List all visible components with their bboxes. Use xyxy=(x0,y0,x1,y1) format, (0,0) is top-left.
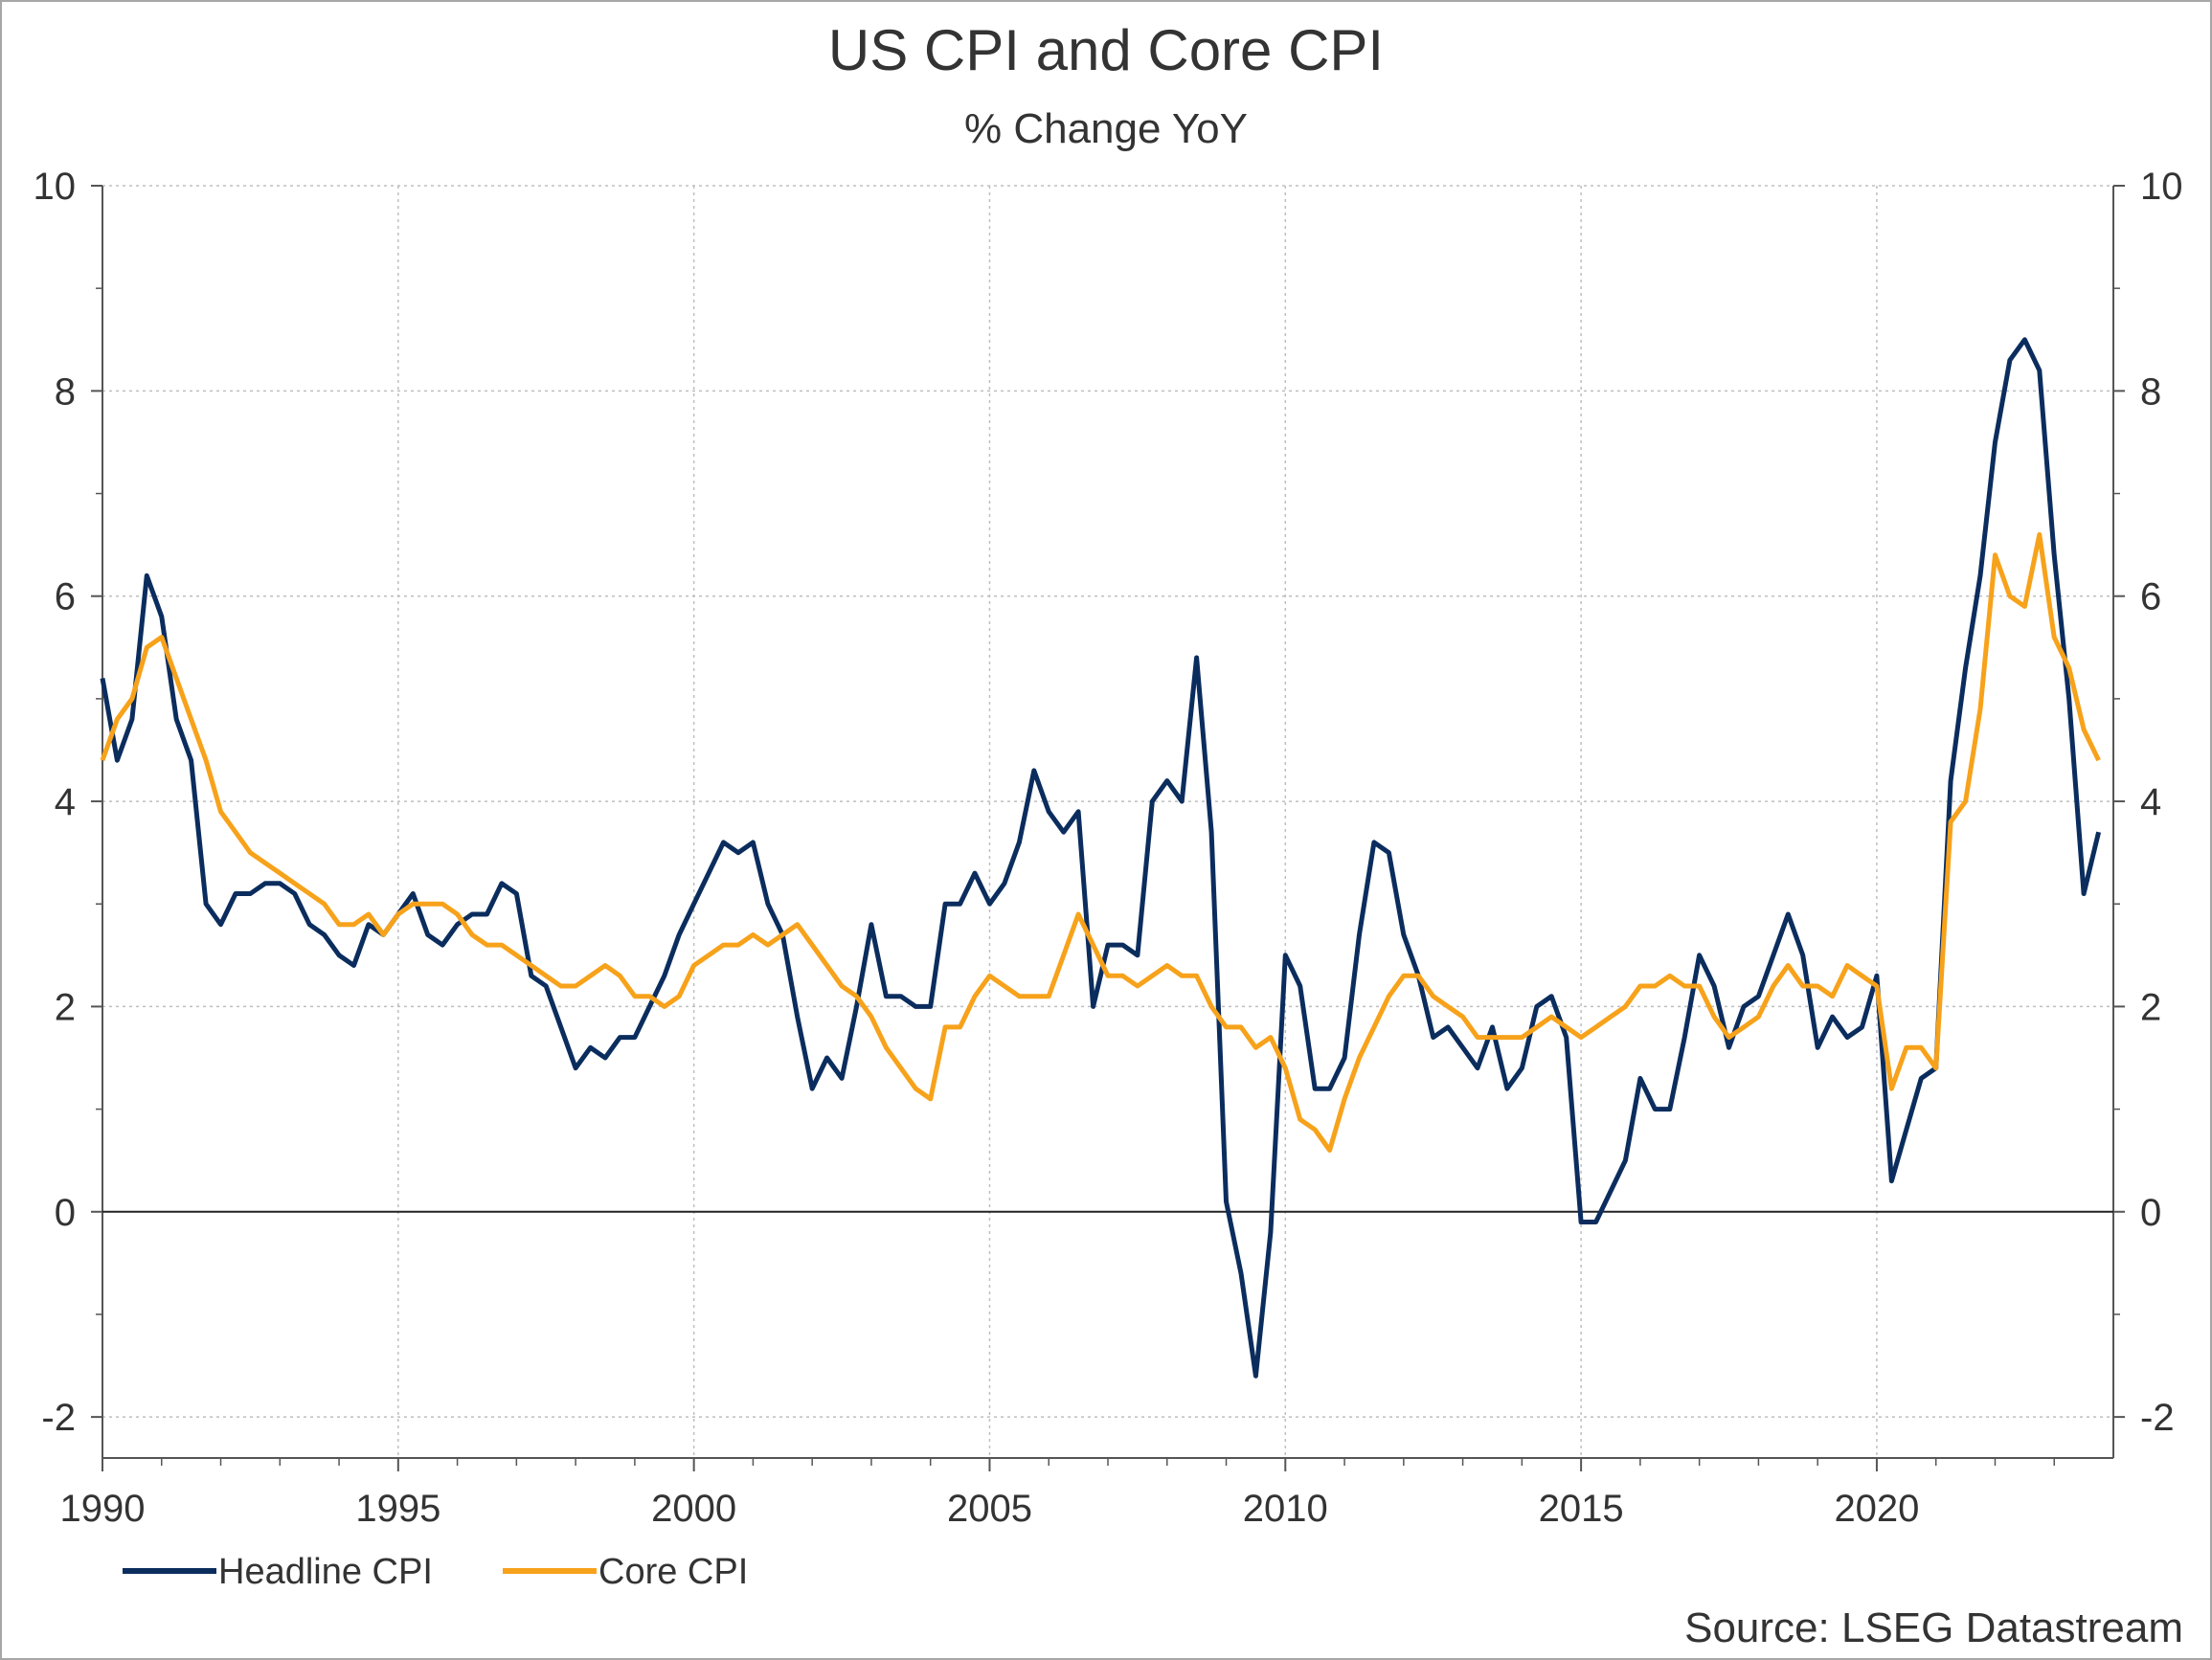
y-tick-label-left: 6 xyxy=(55,576,76,618)
x-tick-label: 2015 xyxy=(1539,1488,1624,1530)
legend-label: Headline CPI xyxy=(218,1552,433,1592)
y-tick-label-left: 8 xyxy=(55,370,76,413)
y-tick-label-right: -2 xyxy=(2140,1397,2175,1439)
y-tick-label-right: 2 xyxy=(2140,986,2161,1028)
legend-label: Core CPI xyxy=(598,1552,748,1592)
chart-title: US CPI and Core CPI xyxy=(827,18,1385,82)
x-tick-label: 2020 xyxy=(1834,1488,1919,1530)
source-note: Source: LSEG Datastream xyxy=(1684,1604,2183,1651)
y-tick-label-left: -2 xyxy=(41,1397,76,1439)
x-tick-label: 1990 xyxy=(60,1488,146,1530)
x-tick-label: 2005 xyxy=(947,1488,1032,1530)
y-tick-label-left: 4 xyxy=(55,781,76,823)
x-tick-label: 1995 xyxy=(355,1488,440,1530)
x-tick-label: 2010 xyxy=(1243,1488,1328,1530)
series-line-headline-cpi xyxy=(100,337,2102,1379)
y-tick-label-right: 4 xyxy=(2140,781,2161,823)
chart-subtitle: % Change YoY xyxy=(963,105,1249,152)
x-tick-label: 2000 xyxy=(651,1488,736,1530)
y-tick-label-left: 10 xyxy=(34,166,77,208)
y-tick-label-right: 8 xyxy=(2140,370,2161,413)
y-tick-label-right: 0 xyxy=(2140,1192,2161,1234)
series-line-core-cpi xyxy=(100,531,2101,1153)
y-tick-label-right: 10 xyxy=(2140,166,2183,208)
y-tick-label-left: 2 xyxy=(55,986,76,1028)
y-tick-label-left: 0 xyxy=(55,1192,76,1234)
y-tick-label-right: 6 xyxy=(2140,576,2161,618)
